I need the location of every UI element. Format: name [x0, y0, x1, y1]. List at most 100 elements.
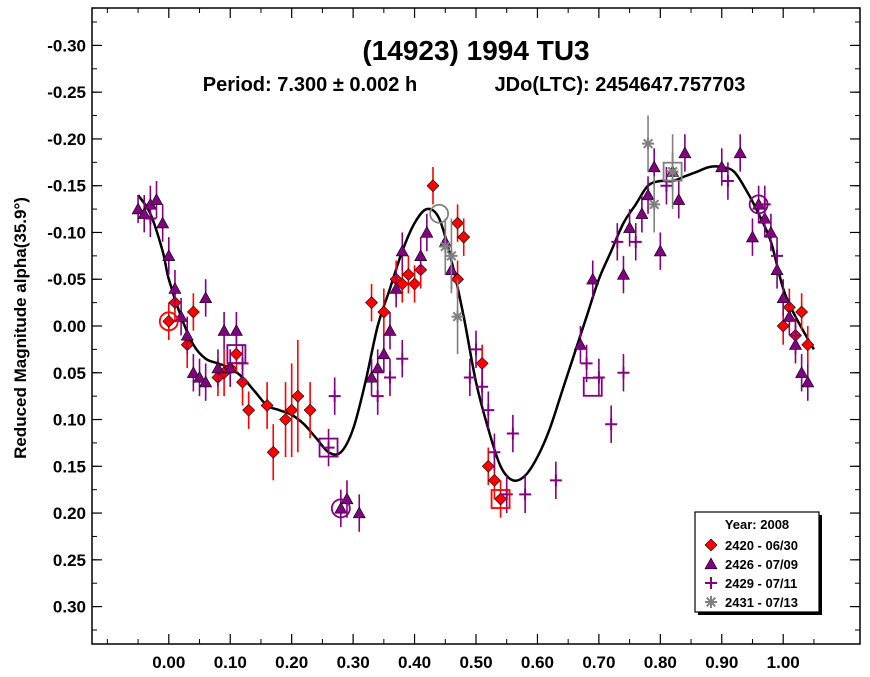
data-point-triangle	[383, 324, 397, 336]
data-point-diamond	[481, 459, 495, 473]
legend-marker-plus	[705, 577, 717, 589]
data-point-diamond	[242, 403, 256, 417]
data-point-triangle	[586, 272, 600, 285]
y-tick-label: 0.20	[53, 504, 86, 523]
data-point-triangle	[623, 221, 637, 233]
data-point-plus	[482, 404, 495, 417]
y-tick-label: 0.05	[53, 364, 86, 383]
data-point-triangle	[653, 244, 667, 257]
x-tick-label: 0.80	[644, 653, 677, 672]
data-point-plus	[488, 446, 501, 459]
data-point-triangle	[776, 291, 790, 304]
data-point-triangle	[389, 281, 403, 294]
data-point-triangle	[371, 361, 385, 374]
data-point-diamond	[776, 319, 790, 333]
data-point-diamond	[365, 296, 378, 310]
data-point-diamond	[457, 230, 471, 244]
data-point-diamond	[451, 216, 464, 230]
data-point-asterisk	[666, 165, 679, 178]
legend-entry-label: 2420 - 06/30	[725, 538, 798, 553]
x-tick-label: 0.60	[521, 653, 554, 672]
data-point-diamond	[801, 338, 815, 352]
data-point-triangle	[199, 375, 213, 388]
data-point-plus	[617, 366, 630, 379]
data-point-triangle	[168, 281, 182, 294]
x-tick-label: 0.30	[337, 653, 370, 672]
data-point-plus	[371, 390, 384, 403]
data-point-triangle	[395, 244, 409, 257]
data-point-diamond	[426, 179, 440, 193]
legend: Year: 2008 2420 - 06/30 2426 - 07/09 2429 -…	[694, 511, 822, 615]
chart-epoch: JDo(LTC): 2454647.757703	[495, 74, 746, 96]
data-point-triangle	[573, 338, 587, 350]
data-point-triangle	[156, 216, 170, 229]
x-tick-label: 0.70	[582, 653, 615, 672]
data-point-triangle	[616, 267, 630, 280]
data-point-triangle	[733, 146, 747, 159]
y-tick-label: -0.10	[47, 223, 86, 242]
data-point-asterisk	[451, 310, 464, 323]
data-point-diamond	[795, 305, 809, 319]
data-point-triangle	[193, 370, 207, 383]
data-point-diamond	[377, 305, 391, 319]
data-point-triangle	[678, 146, 692, 159]
highlight-circle	[330, 498, 351, 519]
data-point-plus	[629, 235, 642, 248]
x-tick-label: 1.00	[767, 653, 800, 672]
data-point-asterisk	[439, 240, 452, 253]
data-point-plus	[519, 488, 532, 501]
y-tick-label: -0.05	[47, 270, 86, 289]
chart-title: (14923) 1994 TU3	[362, 35, 589, 66]
highlight-circle	[429, 203, 450, 224]
data-point-diamond	[395, 277, 409, 291]
data-point-diamond	[260, 399, 274, 412]
legend-box	[694, 511, 820, 613]
data-point-triangle	[217, 324, 231, 336]
data-point-plus	[470, 343, 482, 356]
data-point-plus	[611, 235, 624, 248]
highlight-circle	[158, 311, 179, 332]
data-point-triangle	[137, 207, 151, 219]
legend-entry-label: 2431 - 07/13	[725, 595, 798, 610]
data-point-triangle	[211, 361, 225, 374]
data-point-triangle	[150, 193, 164, 205]
data-point-triangle	[340, 492, 354, 505]
data-point-plus	[506, 427, 519, 440]
data-point-triangle	[131, 202, 145, 215]
data-point-plus	[322, 441, 335, 454]
data-point-asterisk	[445, 249, 458, 262]
data-point-triangle	[647, 160, 661, 173]
y-tick-label: -0.25	[47, 83, 86, 102]
data-point-plus	[144, 212, 157, 225]
data-point-triangle	[795, 366, 809, 378]
highlight-square	[490, 489, 511, 509]
data-point-diamond	[303, 403, 317, 417]
data-point-triangle	[672, 193, 686, 205]
data-point-triangle	[715, 160, 729, 173]
data-point-diamond	[162, 314, 176, 328]
data-point-plus	[660, 179, 673, 192]
data-point-diamond	[488, 473, 501, 487]
chart-period: Period: 7.300 ± 0.002 h	[203, 74, 417, 96]
data-point-plus	[789, 329, 802, 342]
legend-title: Year: 2008	[725, 517, 789, 532]
y-tick-label: -0.20	[47, 130, 86, 149]
data-point-asterisk	[642, 137, 655, 150]
data-point-plus	[549, 474, 562, 487]
data-point-triangle	[162, 249, 176, 261]
data-point-triangle	[334, 501, 348, 514]
data-point-triangle	[420, 225, 434, 238]
data-point-plus	[383, 371, 396, 384]
x-tick-label: 0.50	[459, 653, 492, 672]
data-point-diamond	[494, 492, 508, 506]
data-point-triangle	[635, 207, 649, 219]
data-point-triangle	[801, 375, 815, 388]
y-tick-label: 0.15	[53, 457, 86, 476]
data-point-diamond	[291, 389, 305, 403]
data-point-plus	[463, 371, 476, 384]
data-point-plus	[328, 390, 341, 403]
data-point-triangle	[745, 230, 759, 243]
highlight-markers	[158, 161, 769, 519]
data-point-plus	[721, 175, 734, 188]
data-point-diamond	[266, 445, 280, 459]
